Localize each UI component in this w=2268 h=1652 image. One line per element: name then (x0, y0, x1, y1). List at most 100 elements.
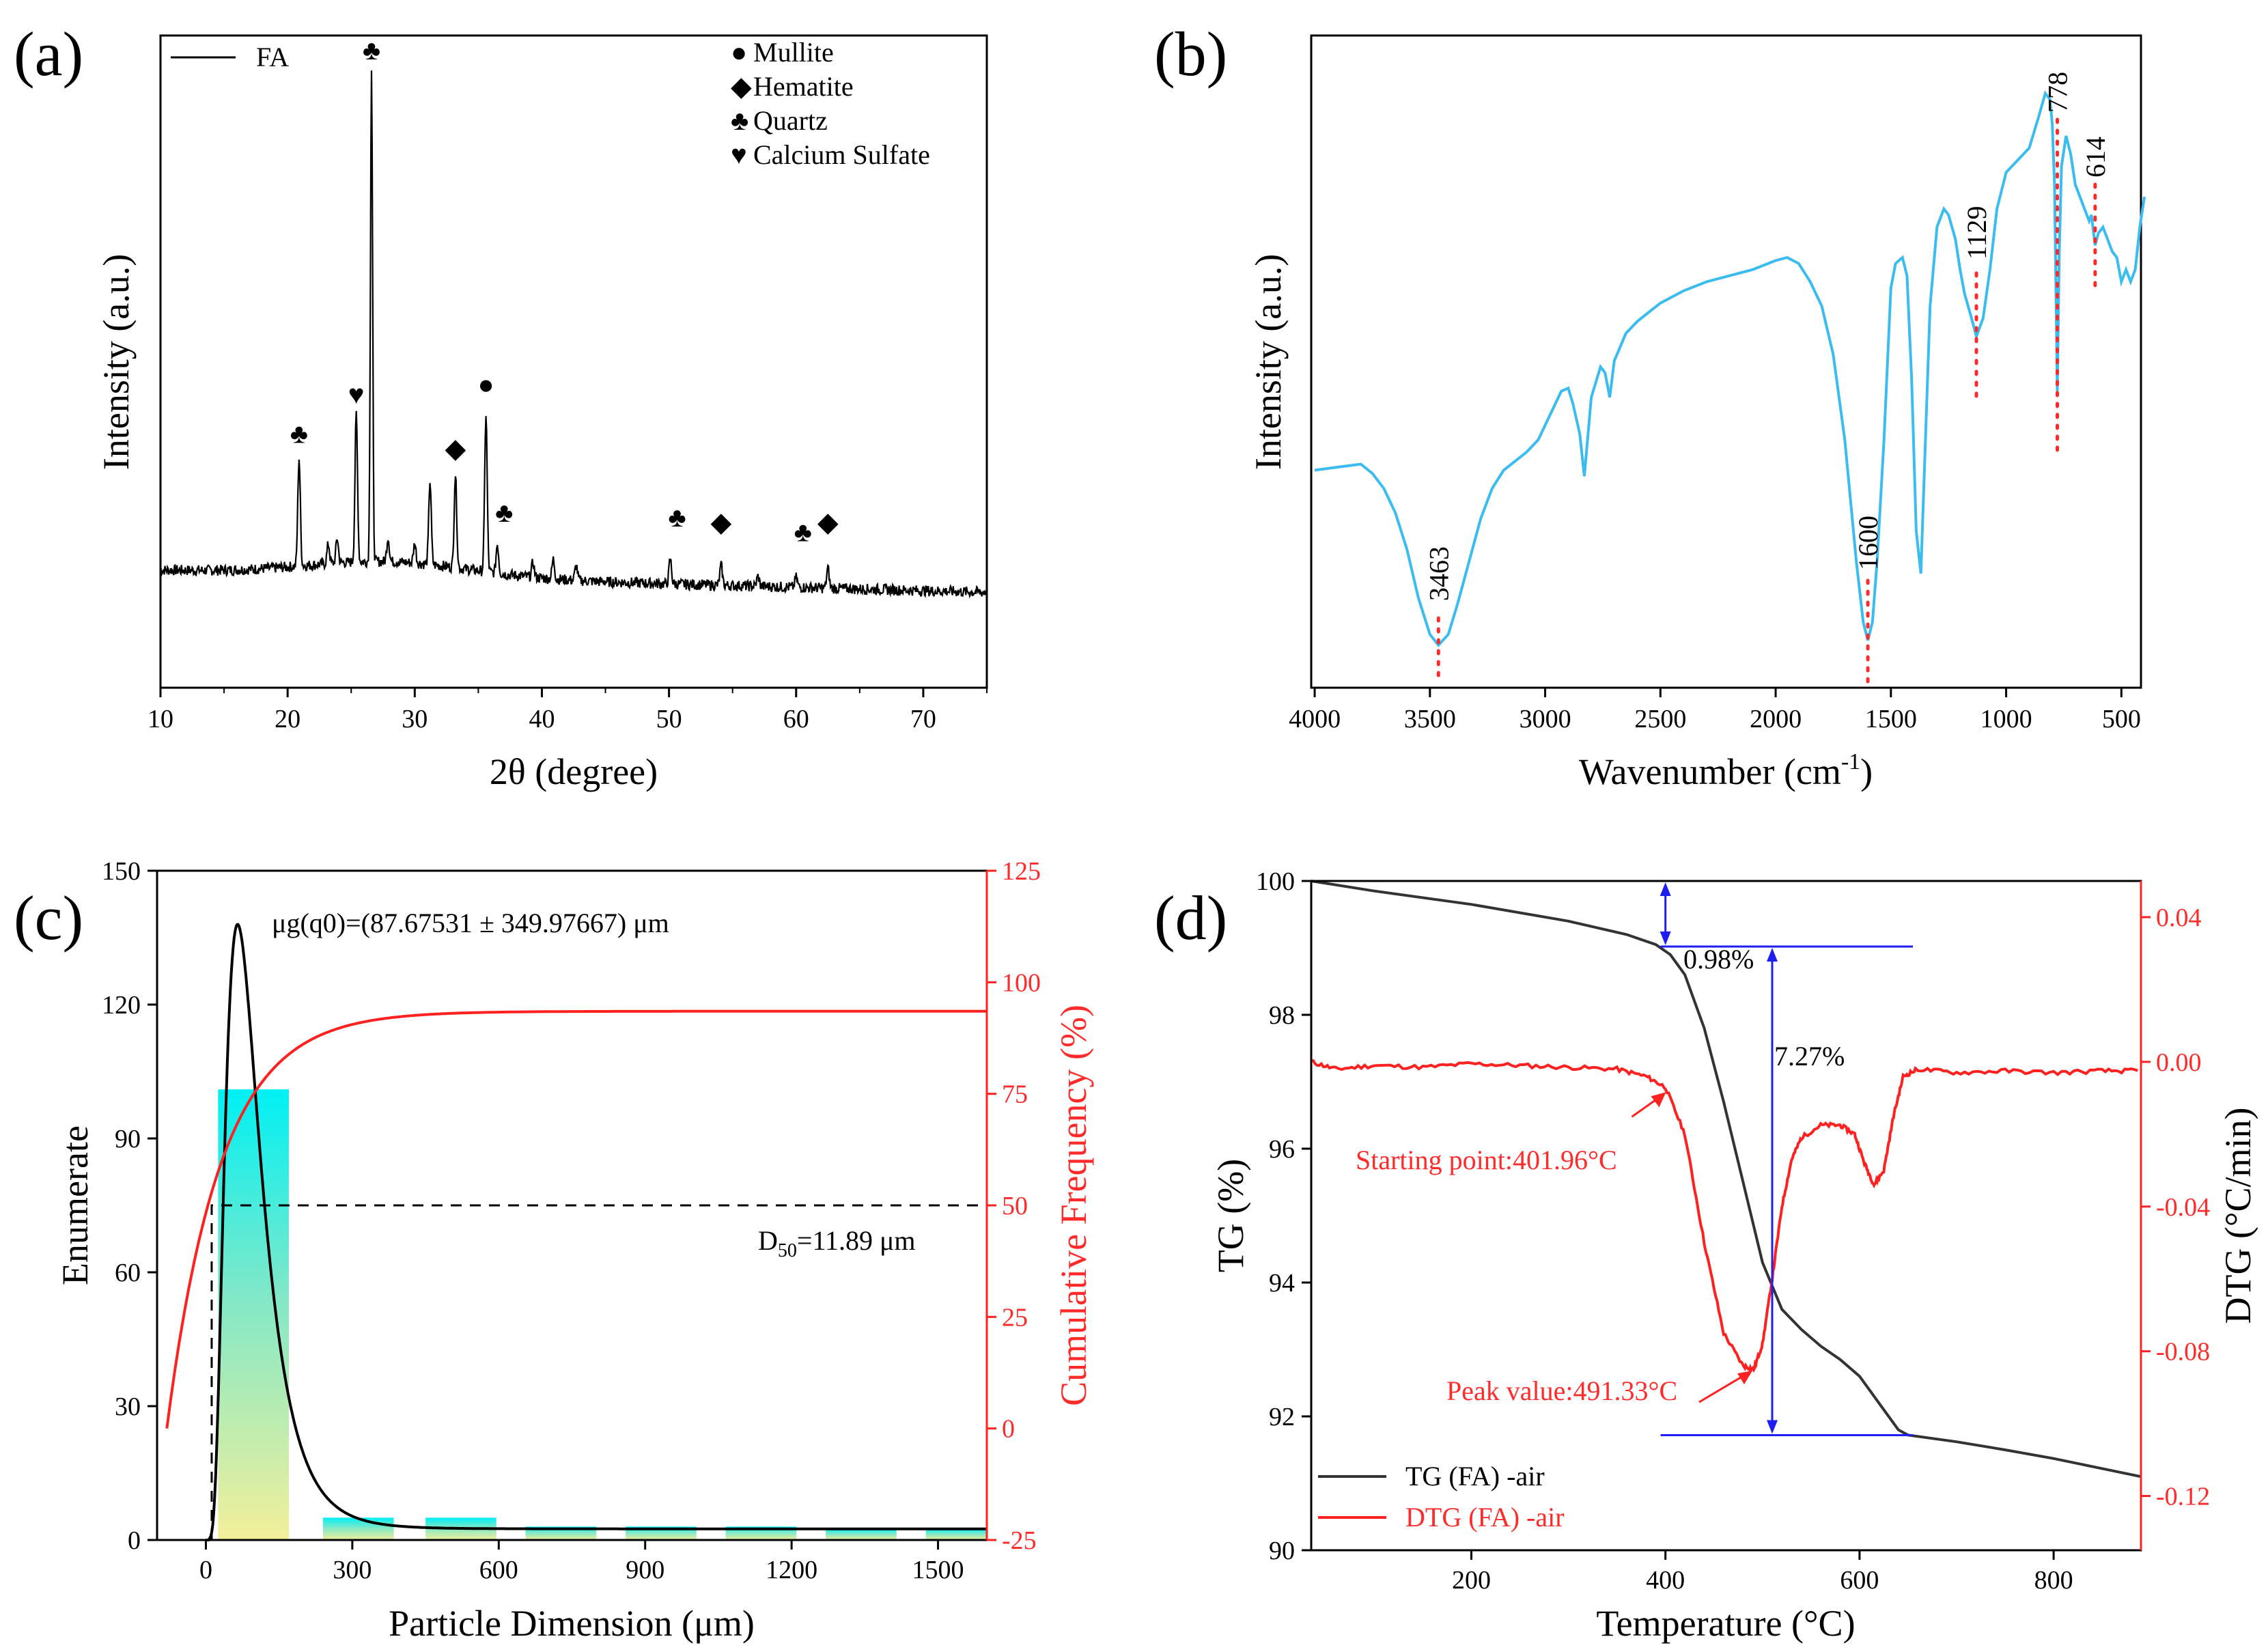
xrd-x-tick-label: 70 (910, 705, 936, 733)
panel-d: (d) 200 400 600 800 90 92 94 96 98 100 -0.12 -0.08 -… (1154, 867, 2258, 1644)
fit-parameter-label: μg(q0)=(87.67531 ± 349.97667) μm (272, 908, 669, 938)
histogram-bar (925, 1528, 987, 1540)
panel-b-x-title: Wavenumber (cm-1) (1579, 749, 1873, 792)
panel-d-y-title: TG (%) (1210, 1159, 1251, 1272)
xrd-x-ticks: 10 20 30 40 50 60 70 (148, 688, 988, 733)
peak-arrowhead (1737, 1371, 1752, 1385)
legend-mullite-symbol: ● (731, 37, 747, 68)
tg-ticks: 200 400 600 800 90 92 94 96 98 100 -0.12 -0.08 -0.04… (1256, 867, 2210, 1595)
legend-calcium-sulfate-symbol: ♥ (731, 139, 747, 170)
legend-fa-label: FA (256, 42, 289, 72)
legend-quartz-label: Quartz (753, 105, 828, 136)
psd-x-tick-label: 600 (479, 1556, 518, 1584)
xrd-peak-symbol: ♣ (495, 497, 513, 528)
tg-y-tick-label: 98 (1269, 1001, 1295, 1030)
psd-y2-tick-label: 75 (1002, 1080, 1028, 1109)
panel-c-label: (c) (14, 883, 83, 953)
xrd-x-tick-label: 60 (783, 705, 809, 733)
panel-c: (c) 0 300 600 900 1200 1500 0 30 60 90 120 150 -25 0 2… (14, 857, 1094, 1644)
start-arrowhead (1651, 1092, 1666, 1108)
psd-y-tick-label: 150 (102, 857, 141, 886)
panel-b: (b) 4000 3500 3000 2500 2000 1500 1000 500 3463… (1154, 19, 2146, 792)
ftir-curve (1314, 90, 2146, 647)
d50-dashed-lines (210, 1204, 987, 1540)
panel-c-x-title: Particle Dimension (μm) (389, 1603, 755, 1644)
dtg-y2-tick-label: -0.04 (2156, 1193, 2210, 1222)
loss-1-arrowheads (1660, 882, 1671, 946)
panel-a-y-title: Intensity (a.u.) (96, 254, 137, 470)
tg-y-tick-label: 100 (1256, 867, 1295, 896)
tg-y-tick-label: 96 (1269, 1135, 1295, 1164)
xrd-x-tick-label: 20 (275, 705, 300, 733)
starting-point-label: Starting point:401.96°C (1356, 1145, 1617, 1175)
xrd-peak-symbol: ◆ (445, 433, 466, 464)
psd-y-tick-label: 30 (115, 1392, 141, 1421)
legend-quartz-symbol: ♣ (731, 105, 748, 136)
ftir-band-label: 1600 (1853, 516, 1884, 570)
dtg-curve (1311, 1059, 2138, 1373)
phase-legend: ● Mullite ◆ Hematite ♣ Quartz ♥ Calcium … (731, 37, 930, 170)
peak-value-label: Peak value:491.33°C (1446, 1375, 1677, 1406)
ftir-x-tick-label: 3000 (1520, 705, 1571, 733)
ftir-x-ticks: 4000 3500 3000 2500 2000 1500 1000 500 (1289, 688, 2141, 733)
dtg-y2-tick-label: -0.08 (2156, 1338, 2210, 1367)
xrd-x-tick-label: 30 (402, 705, 428, 733)
tg-y-tick-label: 94 (1269, 1269, 1295, 1298)
xrd-x-tick-label: 50 (656, 705, 682, 733)
xrd-peak-markers: ♣♥♣◆●♣ ♣ ◆ ♣ ◆ (290, 35, 839, 548)
legend-dtg-label: DTG (FA) -air (1405, 1502, 1565, 1532)
xrd-peak-symbol: ● (477, 369, 494, 400)
psd-y2-tick-label: 100 (1002, 968, 1041, 997)
legend-calcium-sulfate-label: Calcium Sulfate (753, 139, 930, 170)
xrd-peak-symbol: ◆ (817, 507, 839, 537)
psd-x-tick-label: 900 (626, 1556, 664, 1584)
cumulative-curve (165, 1009, 987, 1429)
histogram-bars (218, 1089, 987, 1540)
dtg-y2-tick-label: -0.12 (2156, 1483, 2210, 1511)
ftir-x-tick-label: 2500 (1634, 705, 1686, 733)
histogram-bar (323, 1517, 394, 1540)
psd-y-tick-label: 60 (115, 1259, 141, 1287)
psd-y2-tick-label: 25 (1002, 1303, 1028, 1332)
panel-b-y-title: Intensity (a.u.) (1248, 254, 1289, 470)
panel-d-y2-title: DTG (°C/min) (2217, 1107, 2258, 1324)
ftir-band-label: 3463 (1423, 546, 1454, 601)
psd-y2-tick-label: 0 (1002, 1415, 1015, 1444)
legend-hematite-label: Hematite (753, 71, 854, 102)
panel-d-frame (1310, 880, 2142, 1552)
psd-fit-curve (206, 923, 987, 1541)
panel-c-y-title: Enumerate (55, 1125, 96, 1285)
panel-d-x-title: Temperature (°C) (1596, 1603, 1855, 1644)
ftir-band-label: 1129 (1961, 206, 1992, 260)
tg-curve (1311, 880, 2142, 1479)
legend-tg-label: TG (FA) -air (1405, 1461, 1545, 1492)
xrd-curve (160, 70, 988, 599)
xrd-peak-symbol: ♣ (668, 502, 686, 533)
panel-b-frame (1310, 34, 2142, 689)
mass-loss-2-label: 7.27% (1774, 1041, 1845, 1072)
ftir-x-tick-label: 500 (2102, 705, 2141, 733)
ftir-band-label: 778 (2042, 72, 2073, 113)
psd-ticks: 0 300 600 900 1200 1500 0 30 60 90 120 150 -25 0 25 50 7… (102, 857, 1041, 1584)
d50-label: D50=11.89 μm (758, 1225, 916, 1261)
psd-x-tick-label: 0 (199, 1556, 212, 1584)
panel-a-x-title: 2θ (degree) (490, 751, 658, 792)
ftir-x-tick-label: 3500 (1404, 705, 1456, 733)
ftir-band-label: 614 (2080, 137, 2111, 178)
xrd-peak-symbol: ♣ (363, 35, 380, 66)
tg-y-tick-label: 90 (1269, 1537, 1295, 1565)
psd-x-tick-label: 1200 (766, 1556, 817, 1584)
psd-x-tick-label: 1500 (912, 1556, 964, 1584)
xrd-x-tick-label: 10 (148, 705, 173, 733)
histogram-bar (218, 1089, 289, 1540)
psd-y2-tick-label: 125 (1002, 857, 1041, 886)
xrd-peak-symbol: ♥ (348, 379, 365, 410)
legend-mullite-label: Mullite (753, 37, 834, 68)
xrd-x-tick-label: 40 (529, 705, 555, 733)
psd-y-tick-label: 120 (102, 991, 141, 1020)
ftir-x-tick-label: 4000 (1289, 705, 1341, 733)
psd-y-tick-label: 90 (115, 1125, 141, 1153)
dtg-y2-tick-label: 0.04 (2156, 904, 2202, 932)
panel-a-frame (159, 34, 988, 689)
